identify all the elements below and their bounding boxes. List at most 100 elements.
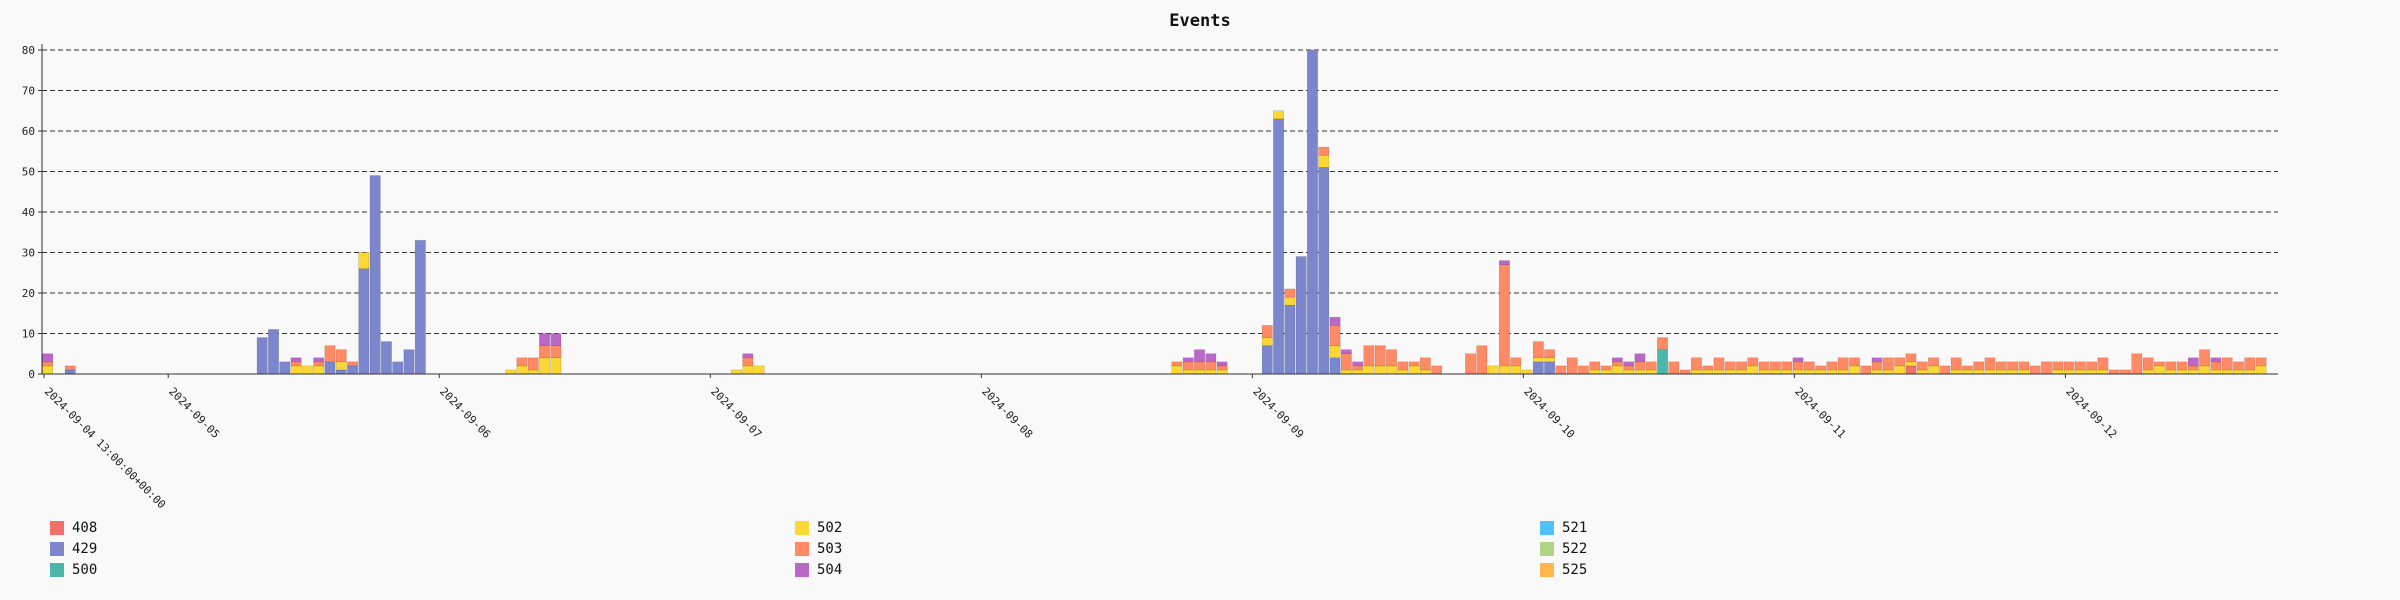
bar-segment-503 <box>1837 357 1849 371</box>
bar-segment-503 <box>1950 357 1962 371</box>
bar-segment-503 <box>313 361 325 367</box>
bar-segment-502 <box>742 365 754 375</box>
x-tick-label: 2024-09-12 <box>2063 385 2119 441</box>
bar-segment-502 <box>527 369 539 375</box>
bar-segment-503 <box>2142 357 2154 371</box>
bar-segment-502 <box>1261 337 1273 346</box>
bar-segment-408 <box>1905 365 1917 375</box>
bar-segment-502 <box>1950 369 1962 375</box>
bar-segment-503 <box>1352 365 1364 371</box>
legend-label: 408 <box>72 520 98 536</box>
bar-segment-503 <box>2086 361 2098 371</box>
legend-swatch <box>50 542 64 556</box>
bar-segment-503 <box>1724 361 1736 371</box>
bar-segment-503 <box>1476 345 1488 375</box>
y-tick-label: 70 <box>22 85 35 98</box>
bar-segment-503 <box>2187 365 2199 371</box>
legend-label: 503 <box>817 541 843 557</box>
bar-segment-503 <box>1431 365 1443 375</box>
bar-segment-502 <box>1815 369 1827 375</box>
bar-segment-502 <box>1905 361 1917 367</box>
bar-segment-503 <box>2255 357 2267 367</box>
bar-segment-503 <box>1905 353 1917 363</box>
bar-segment-500 <box>1657 349 1668 375</box>
bar-segment-504 <box>550 333 562 346</box>
bar-segment-502 <box>2187 369 2199 375</box>
x-tick-label: 2024-09-05 <box>166 385 222 441</box>
bar-segment-502 <box>1273 110 1284 120</box>
legend-item-522: 522 <box>1540 541 1587 557</box>
bar-segment-502 <box>1205 369 1217 375</box>
bar-segment-502 <box>1589 369 1601 375</box>
legend-swatch <box>50 521 64 535</box>
x-tick-label: 2024-09-09 <box>1250 385 1306 441</box>
y-tick-label: 60 <box>22 125 35 138</box>
bar-segment-429 <box>324 361 336 375</box>
bar-segment-503 <box>1691 357 1702 371</box>
bar-segment-504 <box>2187 357 2199 367</box>
bar-segment-429 <box>1273 118 1284 375</box>
legend-label: 521 <box>1562 520 1588 536</box>
bar-segment-503 <box>1634 361 1646 371</box>
bar-segment-502 <box>1419 369 1431 375</box>
bar-segment-429 <box>1532 361 1544 375</box>
bar-segment-503 <box>1623 365 1635 371</box>
bar-segment-503 <box>2199 349 2210 367</box>
bar-segment-429 <box>392 361 404 375</box>
bar-segment-503 <box>1318 146 1330 156</box>
bar-segment-503 <box>1611 361 1623 367</box>
bar-segment-502 <box>1374 365 1386 375</box>
bar-segment-502 <box>1871 369 1883 375</box>
bar-segment-503 <box>1984 357 1996 371</box>
bar-stacks <box>42 49 2267 375</box>
bar-segment-502 <box>1171 365 1183 375</box>
bar-segment-503 <box>2131 353 2143 375</box>
bar-segment-502 <box>1724 369 1736 375</box>
bar-segment-504 <box>313 357 325 363</box>
bar-segment-502 <box>1216 369 1228 375</box>
bar-segment-502 <box>516 365 528 375</box>
bar-segment-503 <box>1419 357 1431 371</box>
bar-segment-503 <box>2210 361 2222 371</box>
x-tick-label: 2024-09-11 <box>1792 385 1848 441</box>
bar-segment-502 <box>2142 369 2154 375</box>
bar-segment-503 <box>64 365 76 371</box>
bar-segment-504 <box>1499 260 1510 265</box>
bar-segment-502 <box>2210 369 2222 375</box>
bar-segment-503 <box>1600 365 1612 371</box>
bar-segment-503 <box>1397 361 1409 371</box>
bar-segment-502 <box>2165 369 2177 375</box>
legend-item-500: 500 <box>50 562 97 578</box>
legend-item-503: 503 <box>795 541 842 557</box>
bar-segment-502 <box>1882 369 1894 375</box>
bar-segment-503 <box>2097 357 2109 371</box>
legend-label: 522 <box>1562 541 1588 557</box>
bar-segment-503 <box>1679 369 1691 375</box>
bar-segment-502 <box>1792 369 1804 375</box>
bar-segment-504 <box>42 353 54 363</box>
bar-segment-502 <box>1837 369 1849 375</box>
bar-segment-502 <box>1973 369 1985 375</box>
bar-segment-502 <box>1623 369 1635 375</box>
bar-segment-502 <box>2233 369 2244 375</box>
bar-segment-503 <box>1205 361 1217 371</box>
bar-segment-503 <box>1363 345 1375 367</box>
x-tick-label: 2024-09-10 <box>1521 385 1577 441</box>
bar-segment-503 <box>324 345 336 363</box>
bar-segment-502 <box>550 357 562 375</box>
bar-segment-503 <box>1871 361 1883 371</box>
legend-swatch <box>50 563 64 577</box>
bar-segment-429 <box>268 329 279 375</box>
bar-segment-502 <box>2221 369 2233 375</box>
legend-swatch <box>795 542 809 556</box>
bar-segment-503 <box>1860 365 1872 375</box>
bar-segment-503 <box>2165 361 2177 371</box>
bar-segment-503 <box>2052 361 2064 371</box>
bar-segment-503 <box>1340 353 1352 371</box>
bar-segment-502 <box>1803 369 1815 375</box>
bar-segment-429 <box>1329 357 1341 375</box>
y-tick-label: 30 <box>22 247 35 260</box>
bar-segment-503 <box>1657 337 1668 350</box>
legend-swatch <box>795 563 809 577</box>
legend-swatch <box>1540 521 1554 535</box>
